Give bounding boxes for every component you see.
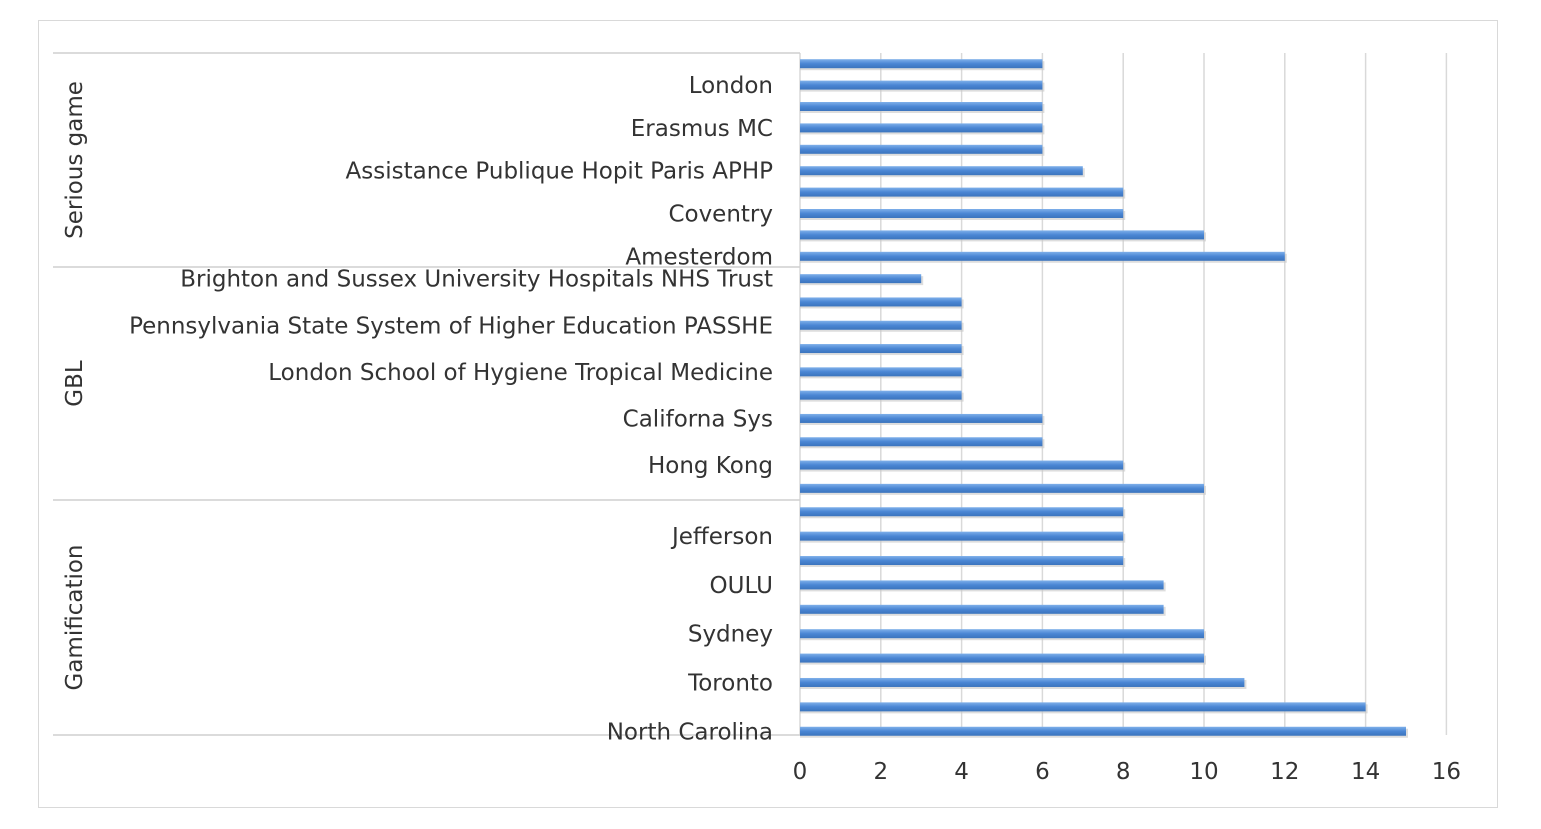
bar-amesterdom bbox=[800, 251, 1285, 261]
bar-hong-kong bbox=[800, 460, 1124, 470]
bar bbox=[800, 483, 1204, 493]
category-label: OULU bbox=[710, 573, 773, 599]
bar bbox=[800, 344, 962, 354]
bar bbox=[800, 390, 962, 400]
category-label: London bbox=[689, 73, 773, 99]
bar-north-carolina bbox=[800, 726, 1406, 736]
bar bbox=[800, 297, 962, 307]
bar-jefferson bbox=[800, 531, 1124, 541]
x-tick-label-14: 14 bbox=[1351, 759, 1380, 785]
bar bbox=[800, 230, 1204, 240]
category-label: Amesterdom bbox=[625, 244, 773, 270]
bar-erasmus-mc bbox=[800, 123, 1043, 133]
bars bbox=[800, 59, 1408, 738]
category-label: Sydney bbox=[688, 622, 773, 648]
bar bbox=[800, 604, 1164, 614]
group-label-serious-game: Serious game bbox=[62, 81, 88, 239]
x-tick-label-0: 0 bbox=[793, 759, 808, 785]
category-labels: London Erasmus MC Assistance Publique Hopi… bbox=[129, 73, 773, 745]
x-tick-label-16: 16 bbox=[1432, 759, 1461, 785]
bar-toronto bbox=[800, 677, 1245, 687]
group-labels: Serious game GBL Gamification bbox=[62, 81, 88, 690]
bar bbox=[800, 102, 1043, 111]
category-label: Assistance Publique Hopit Paris APHP bbox=[346, 159, 774, 185]
bar-californa-sys bbox=[800, 413, 1043, 423]
bar-sydney bbox=[800, 629, 1204, 639]
category-label: Brighton and Sussex University Hospitals… bbox=[180, 267, 773, 293]
category-label: Erasmus MC bbox=[631, 116, 773, 142]
chart-frame bbox=[38, 20, 1498, 808]
group-label-gbl: GBL bbox=[62, 360, 88, 407]
bar bbox=[800, 59, 1043, 69]
bar bbox=[800, 556, 1124, 566]
bar bbox=[800, 144, 1043, 154]
x-tick-label-6: 6 bbox=[1035, 759, 1050, 785]
category-label: London School of Hygiene Tropical Medici… bbox=[268, 360, 773, 386]
category-label: Californa Sys bbox=[623, 406, 773, 432]
category-label: Pennsylvania State System of Higher Educ… bbox=[129, 313, 773, 339]
bar-london bbox=[800, 80, 1043, 90]
bar bbox=[800, 187, 1124, 197]
x-tick-labels: 0 2 4 6 8 10 12 14 16 bbox=[793, 759, 1461, 785]
bar-brighton-and-sussex-university-hospitals-nhs-trust bbox=[800, 274, 922, 284]
bar-assistance-publique-hopit-paris-aphp bbox=[800, 166, 1083, 176]
x-tick-label-2: 2 bbox=[873, 759, 888, 785]
bar-pennsylvania-state-system-of-higher-education-passhe bbox=[800, 320, 962, 330]
bar-coventry bbox=[800, 209, 1124, 218]
bar bbox=[800, 437, 1043, 447]
category-label: Jefferson bbox=[670, 524, 773, 550]
x-tick-label-12: 12 bbox=[1270, 759, 1299, 785]
group-label-gamification: Gamification bbox=[62, 545, 88, 691]
category-label: Toronto bbox=[687, 670, 773, 696]
x-tick-label-10: 10 bbox=[1189, 759, 1218, 785]
x-tick-label-4: 4 bbox=[954, 759, 969, 785]
bar bbox=[800, 653, 1204, 663]
bar bbox=[800, 507, 1124, 517]
category-label: North Carolina bbox=[607, 719, 773, 745]
x-tick-label-8: 8 bbox=[1116, 759, 1131, 785]
bar-oulu bbox=[800, 580, 1164, 590]
category-label: Coventry bbox=[668, 202, 773, 228]
bar-london-school-of-hygiene-tropical-medicine bbox=[800, 367, 962, 377]
bar bbox=[800, 702, 1366, 712]
category-label: Hong Kong bbox=[648, 453, 773, 479]
